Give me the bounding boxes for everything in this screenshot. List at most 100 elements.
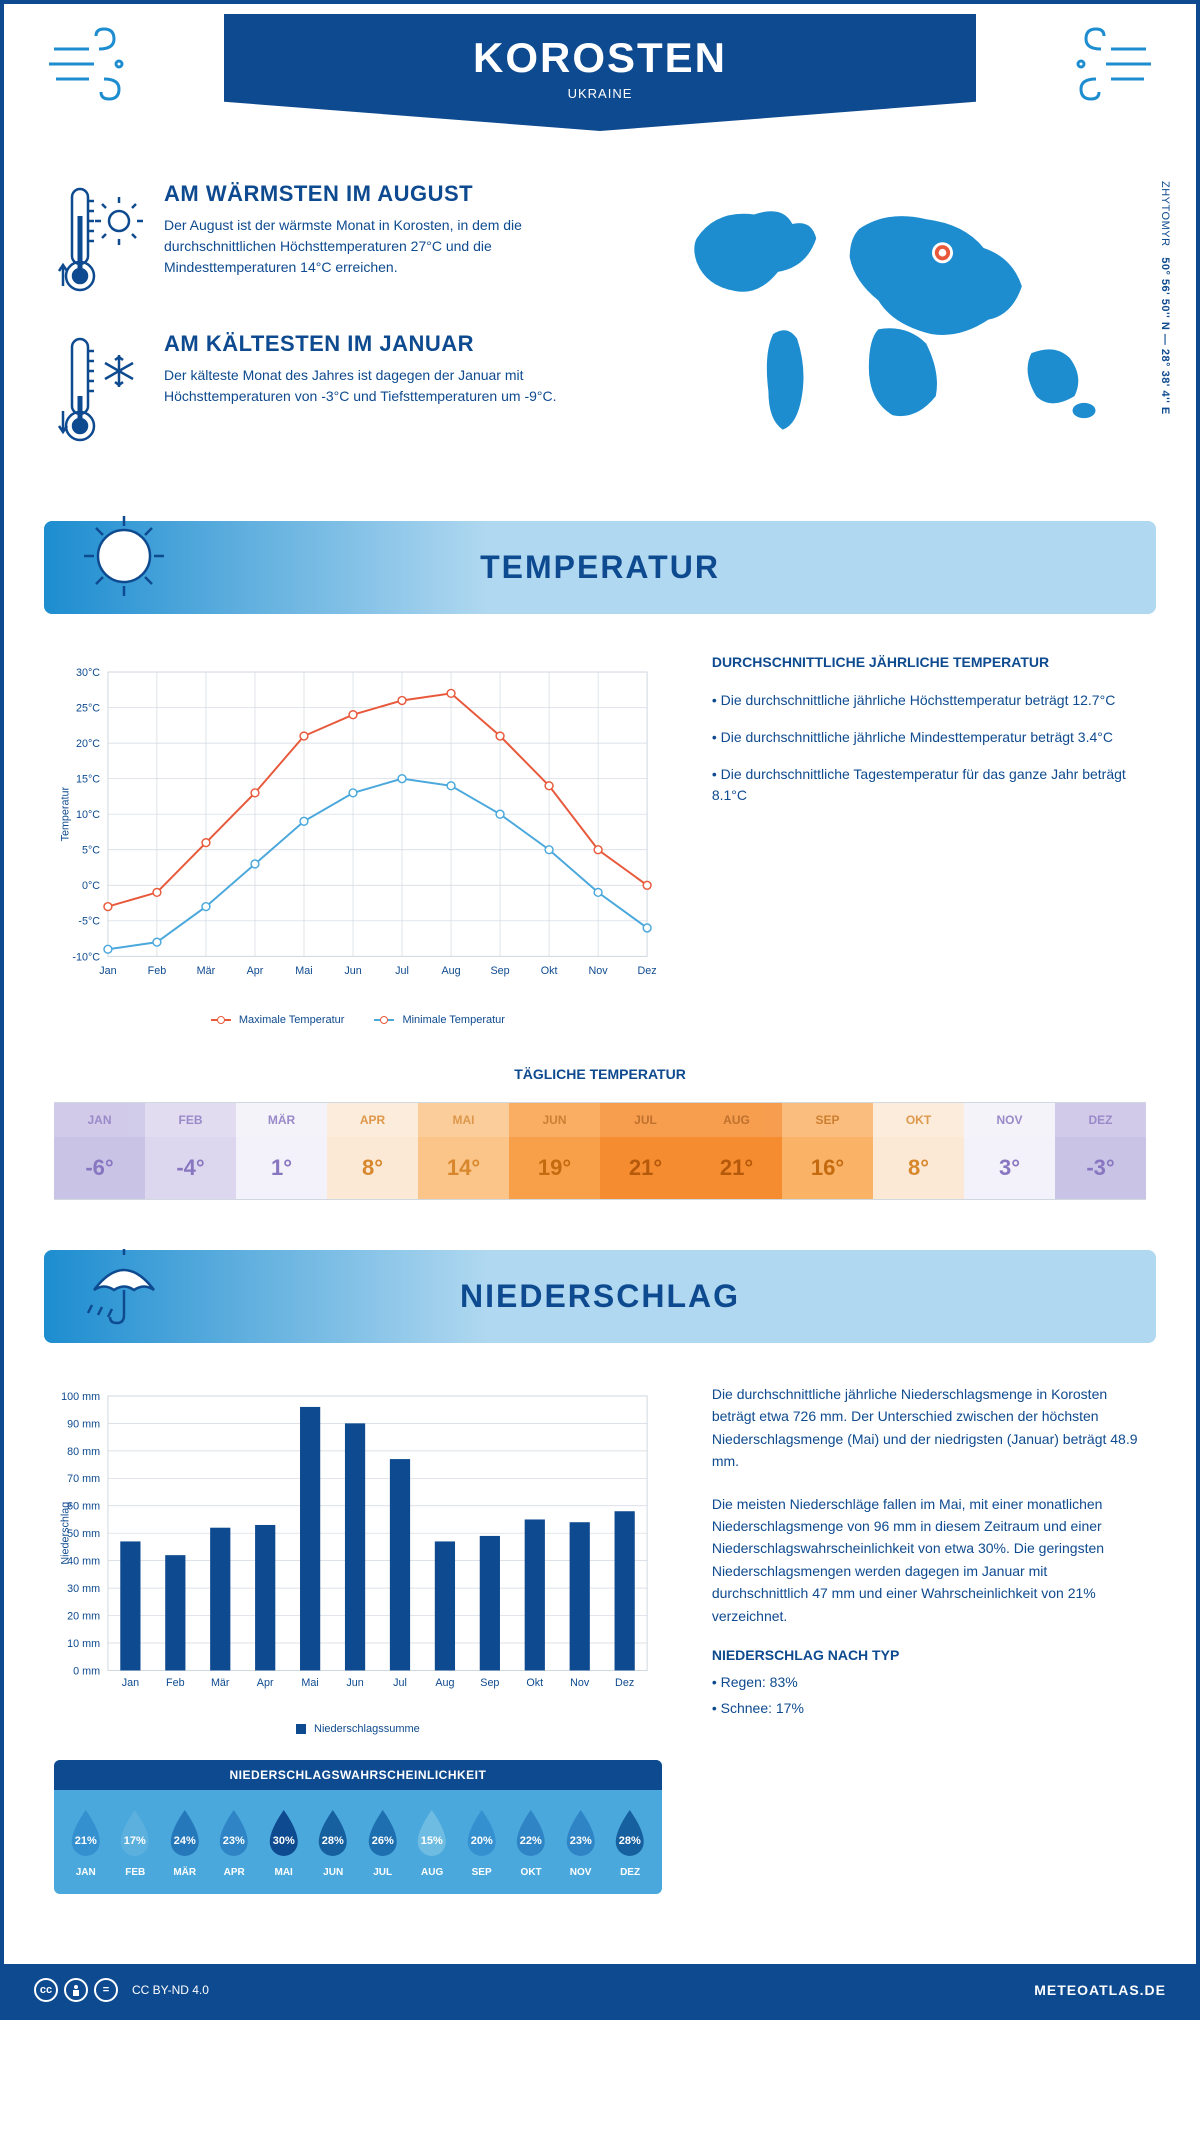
- sun-icon: [74, 506, 174, 606]
- svg-text:Jun: Jun: [346, 1677, 363, 1689]
- country-name: UKRAINE: [224, 86, 976, 101]
- svg-text:Jul: Jul: [395, 965, 409, 977]
- temp-info-p1: • Die durchschnittliche jährliche Höchst…: [712, 690, 1146, 711]
- svg-text:20 mm: 20 mm: [67, 1610, 100, 1622]
- precipitation-title: NIEDERSCHLAG: [44, 1278, 1156, 1315]
- svg-text:Apr: Apr: [257, 1677, 274, 1689]
- svg-text:23%: 23%: [570, 1835, 592, 1847]
- month-cell: JUN 19°: [509, 1103, 600, 1199]
- month-cell: JAN -6°: [54, 1103, 145, 1199]
- coldest-fact: AM KÄLTESTEN IM JANUAR Der kälteste Mona…: [54, 331, 628, 451]
- svg-text:5°C: 5°C: [82, 845, 100, 857]
- month-cell: JUL 21°: [600, 1103, 691, 1199]
- temperature-section-header: TEMPERATUR: [44, 521, 1156, 614]
- license-text: CC BY-ND 4.0: [132, 1983, 209, 1997]
- svg-text:21%: 21%: [75, 1835, 97, 1847]
- warmest-text: Der August ist der wärmste Monat in Koro…: [164, 215, 628, 278]
- svg-text:0 mm: 0 mm: [73, 1665, 100, 1677]
- svg-text:Feb: Feb: [148, 965, 167, 977]
- svg-text:Aug: Aug: [435, 1677, 454, 1689]
- svg-text:-5°C: -5°C: [78, 916, 100, 928]
- prob-drop: 21% JAN: [62, 1806, 109, 1878]
- wind-icon: [44, 24, 154, 104]
- svg-text:Mai: Mai: [301, 1677, 318, 1689]
- precip-type-snow: • Schnee: 17%: [712, 1697, 1146, 1719]
- svg-text:24%: 24%: [174, 1835, 196, 1847]
- svg-text:90 mm: 90 mm: [67, 1418, 100, 1430]
- svg-text:15°C: 15°C: [76, 774, 100, 786]
- svg-text:40 mm: 40 mm: [67, 1556, 100, 1568]
- svg-text:Dez: Dez: [615, 1677, 634, 1689]
- svg-text:28%: 28%: [322, 1835, 344, 1847]
- svg-text:22%: 22%: [520, 1835, 542, 1847]
- by-icon: [64, 1978, 88, 2002]
- precip-legend: Niederschlagssumme: [54, 1723, 662, 1735]
- coordinates: ZHYTOMYR 50° 56' 50'' N — 28° 38' 4'' E: [1159, 181, 1171, 415]
- temperature-line-chart: -10°C-5°C0°C5°C10°C15°C20°C25°C30°CJanFe…: [54, 654, 662, 994]
- cc-icon: cc: [34, 1978, 58, 2002]
- coldest-text: Der kälteste Monat des Jahres ist dagege…: [164, 365, 628, 407]
- month-cell: MAI 14°: [418, 1103, 509, 1199]
- precip-prob-title: NIEDERSCHLAGSWAHRSCHEINLICHKEIT: [54, 1760, 662, 1790]
- svg-text:Jan: Jan: [122, 1677, 139, 1689]
- prob-drop: 23% NOV: [557, 1806, 604, 1878]
- header-banner: KOROSTEN UKRAINE: [224, 14, 976, 131]
- warmest-fact: AM WÄRMSTEN IM AUGUST Der August ist der…: [54, 181, 628, 301]
- temp-info-p2: • Die durchschnittliche jährliche Mindes…: [712, 727, 1146, 748]
- footer-brand: METEOATLAS.DE: [1034, 1982, 1166, 1998]
- svg-text:Nov: Nov: [589, 965, 609, 977]
- svg-text:50 mm: 50 mm: [67, 1528, 100, 1540]
- svg-text:30%: 30%: [273, 1835, 295, 1847]
- month-cell: FEB -4°: [145, 1103, 236, 1199]
- svg-text:60 mm: 60 mm: [67, 1501, 100, 1513]
- svg-text:80 mm: 80 mm: [67, 1446, 100, 1458]
- svg-text:Mai: Mai: [295, 965, 312, 977]
- daily-temp-title: TÄGLICHE TEMPERATUR: [4, 1066, 1196, 1082]
- svg-text:Okt: Okt: [526, 1677, 543, 1689]
- temperature-title: TEMPERATUR: [44, 549, 1156, 586]
- svg-text:-10°C: -10°C: [72, 951, 100, 963]
- svg-text:17%: 17%: [124, 1835, 146, 1847]
- svg-text:Okt: Okt: [541, 965, 558, 977]
- prob-drop: 15% AUG: [408, 1806, 455, 1878]
- month-cell: AUG 21°: [691, 1103, 782, 1199]
- svg-text:Sep: Sep: [490, 965, 509, 977]
- month-cell: APR 8°: [327, 1103, 418, 1199]
- precip-probability-box: NIEDERSCHLAGSWAHRSCHEINLICHKEIT 21% JAN …: [54, 1760, 662, 1894]
- svg-text:10°C: 10°C: [76, 809, 100, 821]
- prob-drop: 17% FEB: [111, 1806, 158, 1878]
- prob-drop: 30% MAI: [260, 1806, 307, 1878]
- month-cell: SEP 16°: [782, 1103, 873, 1199]
- svg-text:Mär: Mär: [197, 965, 216, 977]
- svg-text:0°C: 0°C: [82, 880, 100, 892]
- month-cell: NOV 3°: [964, 1103, 1055, 1199]
- svg-text:25°C: 25°C: [76, 703, 100, 715]
- warmest-title: AM WÄRMSTEN IM AUGUST: [164, 181, 628, 207]
- thermometer-cold-icon: [54, 331, 144, 451]
- nd-icon: =: [94, 1978, 118, 2002]
- prob-drop: 22% OKT: [507, 1806, 554, 1878]
- svg-text:Apr: Apr: [247, 965, 264, 977]
- wind-icon: [1046, 24, 1156, 104]
- svg-text:Jul: Jul: [393, 1677, 407, 1689]
- svg-text:30°C: 30°C: [76, 667, 100, 679]
- umbrella-icon: [74, 1235, 174, 1335]
- precipitation-section-header: NIEDERSCHLAG: [44, 1250, 1156, 1343]
- precip-text-1: Die durchschnittliche jährliche Niedersc…: [712, 1383, 1146, 1473]
- world-map: [668, 181, 1146, 449]
- prob-drop: 24% MÄR: [161, 1806, 208, 1878]
- svg-text:Jun: Jun: [344, 965, 361, 977]
- svg-text:70 mm: 70 mm: [67, 1473, 100, 1485]
- svg-text:Mär: Mär: [211, 1677, 230, 1689]
- svg-text:26%: 26%: [372, 1835, 394, 1847]
- month-cell: DEZ -3°: [1055, 1103, 1146, 1199]
- thermometer-hot-icon: [54, 181, 144, 301]
- coldest-title: AM KÄLTESTEN IM JANUAR: [164, 331, 628, 357]
- prob-drop: 28% DEZ: [606, 1806, 653, 1878]
- prob-drop: 23% APR: [210, 1806, 257, 1878]
- svg-text:Nov: Nov: [570, 1677, 590, 1689]
- svg-text:20%: 20%: [471, 1835, 493, 1847]
- svg-text:Dez: Dez: [638, 965, 657, 977]
- svg-text:Temperatur: Temperatur: [60, 787, 72, 842]
- svg-text:30 mm: 30 mm: [67, 1583, 100, 1595]
